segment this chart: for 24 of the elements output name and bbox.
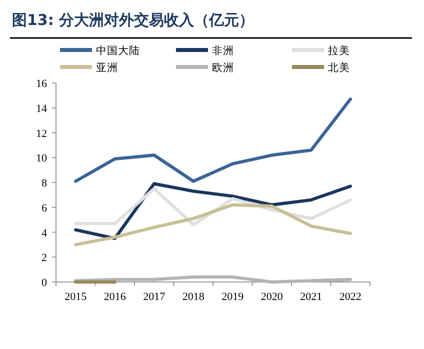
y-tick-label: 6 xyxy=(42,202,48,214)
x-tick-label: 2018 xyxy=(182,291,205,303)
y-tick-label: 10 xyxy=(36,152,48,165)
x-tick-label: 2020 xyxy=(260,291,284,303)
x-tick-label: 2019 xyxy=(222,291,244,303)
y-tick-label: 4 xyxy=(42,227,48,240)
legend-label: 亚洲 xyxy=(96,61,118,74)
y-tick-label: 8 xyxy=(42,178,48,190)
x-tick-label: 2022 xyxy=(339,291,362,303)
y-tick-label: 16 xyxy=(36,78,48,90)
legend-label: 拉美 xyxy=(328,44,350,57)
title: 图13: 分大洲对外交易收入（亿元） xyxy=(12,11,254,29)
y-tick-label: 12 xyxy=(36,128,47,140)
x-tick-label: 2021 xyxy=(300,291,322,303)
legend-label: 中国大陆 xyxy=(96,44,140,57)
y-tick-label: 0 xyxy=(42,277,48,289)
legend-label: 非洲 xyxy=(212,44,234,57)
legend-label: 欧洲 xyxy=(212,61,234,74)
x-tick-label: 2017 xyxy=(143,291,166,303)
y-tick-label: 14 xyxy=(36,102,48,115)
legend-label: 北美 xyxy=(328,61,350,74)
x-tick-label: 2015 xyxy=(64,291,88,303)
x-tick-label: 2016 xyxy=(104,291,126,303)
y-tick-label: 2 xyxy=(42,252,47,264)
